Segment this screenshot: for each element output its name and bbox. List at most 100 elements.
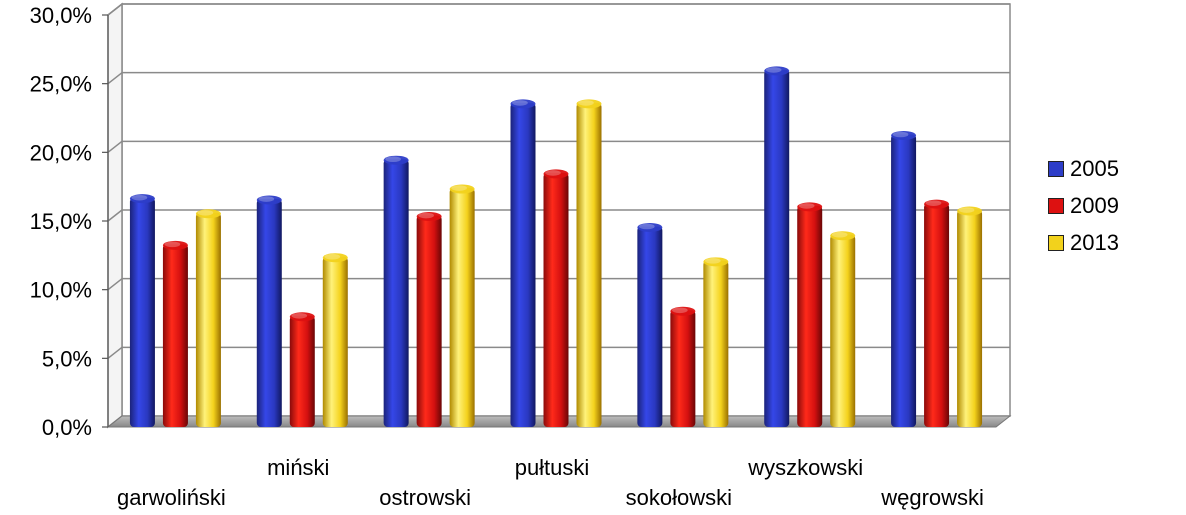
y-tick-label: 25,0%	[30, 72, 92, 97]
bar-body	[289, 315, 315, 427]
y-tick-label: 5,0%	[42, 346, 92, 371]
bar-top-highlight	[258, 196, 275, 202]
legend-label-2013: 2013	[1070, 229, 1119, 255]
x-category-label: pułtuski	[515, 455, 590, 480]
bar-wyszkowski-2009	[797, 202, 823, 427]
bar-body	[924, 203, 950, 427]
bar-top	[797, 202, 823, 212]
bar-top-highlight	[418, 212, 434, 219]
bar-body	[543, 172, 569, 427]
legend-label-2005: 2005	[1070, 155, 1119, 181]
bar-węgrowski-2013	[957, 206, 983, 427]
x-category-label: węgrowski	[880, 485, 984, 510]
bar-top	[322, 253, 348, 263]
legend-item-2005: 2005	[1048, 150, 1119, 187]
bar-top	[957, 206, 983, 216]
bar-body	[383, 159, 409, 427]
x-category-label: wyszkowski	[747, 455, 863, 480]
bar-ostrowski-2013	[449, 184, 475, 427]
y-tick-label: 20,0%	[30, 140, 92, 165]
y-tick-label: 15,0%	[30, 209, 92, 234]
bar-top-highlight	[451, 185, 467, 191]
bar-top-highlight	[197, 209, 214, 216]
gridline-side	[107, 346, 123, 359]
bar-body	[129, 197, 155, 427]
bar-wyszkowski-2013	[830, 231, 856, 427]
bar-garwoliński-2005	[129, 194, 155, 427]
bar-body	[416, 215, 442, 427]
legend: 2005 2009 2013	[1048, 150, 1119, 261]
bar-top	[764, 66, 790, 76]
gridline-side	[107, 140, 123, 153]
bar-top	[416, 212, 442, 222]
bar-wyszkowski-2005	[764, 66, 790, 427]
y-tick-label: 10,0%	[30, 278, 92, 303]
bar-top	[510, 99, 536, 109]
bar-top-highlight	[164, 241, 181, 248]
bar-top	[891, 130, 917, 140]
bar-body	[449, 188, 475, 427]
gridline-side	[107, 209, 123, 222]
bar-miński-2013	[322, 253, 348, 427]
bar-sokołowski-2009	[670, 306, 696, 427]
legend-swatch-2013	[1048, 234, 1064, 251]
bar-top-highlight	[765, 67, 782, 73]
bar-top-highlight	[639, 223, 655, 230]
bar-sokołowski-2013	[703, 257, 729, 427]
bar-top-highlight	[131, 194, 148, 201]
bar-top	[289, 312, 315, 322]
bar-pułtuski-2005	[510, 99, 536, 427]
bar-węgrowski-2009	[924, 199, 950, 427]
bar-top	[670, 306, 696, 316]
bar-body	[256, 199, 282, 427]
bar-top-highlight	[925, 200, 942, 206]
legend-item-2009: 2009	[1048, 187, 1119, 224]
bar-body	[891, 134, 917, 428]
bar-body	[797, 205, 823, 427]
bar-węgrowski-2005	[891, 130, 917, 428]
gridline-side	[107, 3, 123, 16]
gridline-side	[107, 72, 123, 85]
x-axis-labels: garwoliński miński ostrowski pułtuski sokoło…	[117, 455, 984, 510]
bar-ostrowski-2005	[383, 155, 409, 427]
bar-top	[129, 194, 155, 204]
bar-sokołowski-2005	[637, 222, 663, 427]
bar-top	[830, 231, 856, 241]
bar-body	[703, 260, 729, 427]
bars	[129, 66, 983, 428]
bar-top-highlight	[578, 100, 594, 106]
bar-top-highlight	[291, 312, 308, 319]
bar-top	[162, 240, 188, 250]
bar-top-highlight	[385, 156, 401, 163]
y-tick-label: 0,0%	[42, 415, 92, 440]
legend-swatch-2009	[1048, 197, 1064, 214]
bar-garwoliński-2013	[195, 209, 221, 427]
gridline-side	[107, 278, 123, 291]
bar-top-highlight	[831, 231, 848, 238]
legend-label-2009: 2009	[1070, 192, 1119, 218]
bar-body	[764, 69, 790, 427]
bar-top-highlight	[512, 100, 528, 106]
bar-miński-2005	[256, 195, 282, 427]
bar-pułtuski-2009	[543, 169, 569, 427]
legend-swatch-2005	[1048, 160, 1064, 177]
bar-top	[449, 184, 475, 194]
bar-top	[195, 209, 221, 219]
y-axis: 0,0% 5,0% 10,0% 15,0% 20,0% 25,0% 30,0%	[30, 3, 109, 440]
bar-top	[637, 222, 663, 232]
bar-top-highlight	[798, 203, 815, 209]
x-category-label: miński	[267, 455, 329, 480]
bar-top	[543, 169, 569, 179]
bar-body	[830, 234, 856, 427]
bar-body	[576, 102, 602, 427]
x-category-label: sokołowski	[626, 485, 732, 510]
bar-top	[576, 99, 602, 109]
bar-miński-2009	[289, 312, 315, 427]
bar-pułtuski-2013	[576, 99, 602, 427]
bar-top-highlight	[545, 170, 561, 176]
bar-top	[703, 257, 729, 267]
bar-body	[957, 210, 983, 427]
bar-top-highlight	[705, 258, 721, 264]
bar-top-highlight	[958, 207, 975, 213]
